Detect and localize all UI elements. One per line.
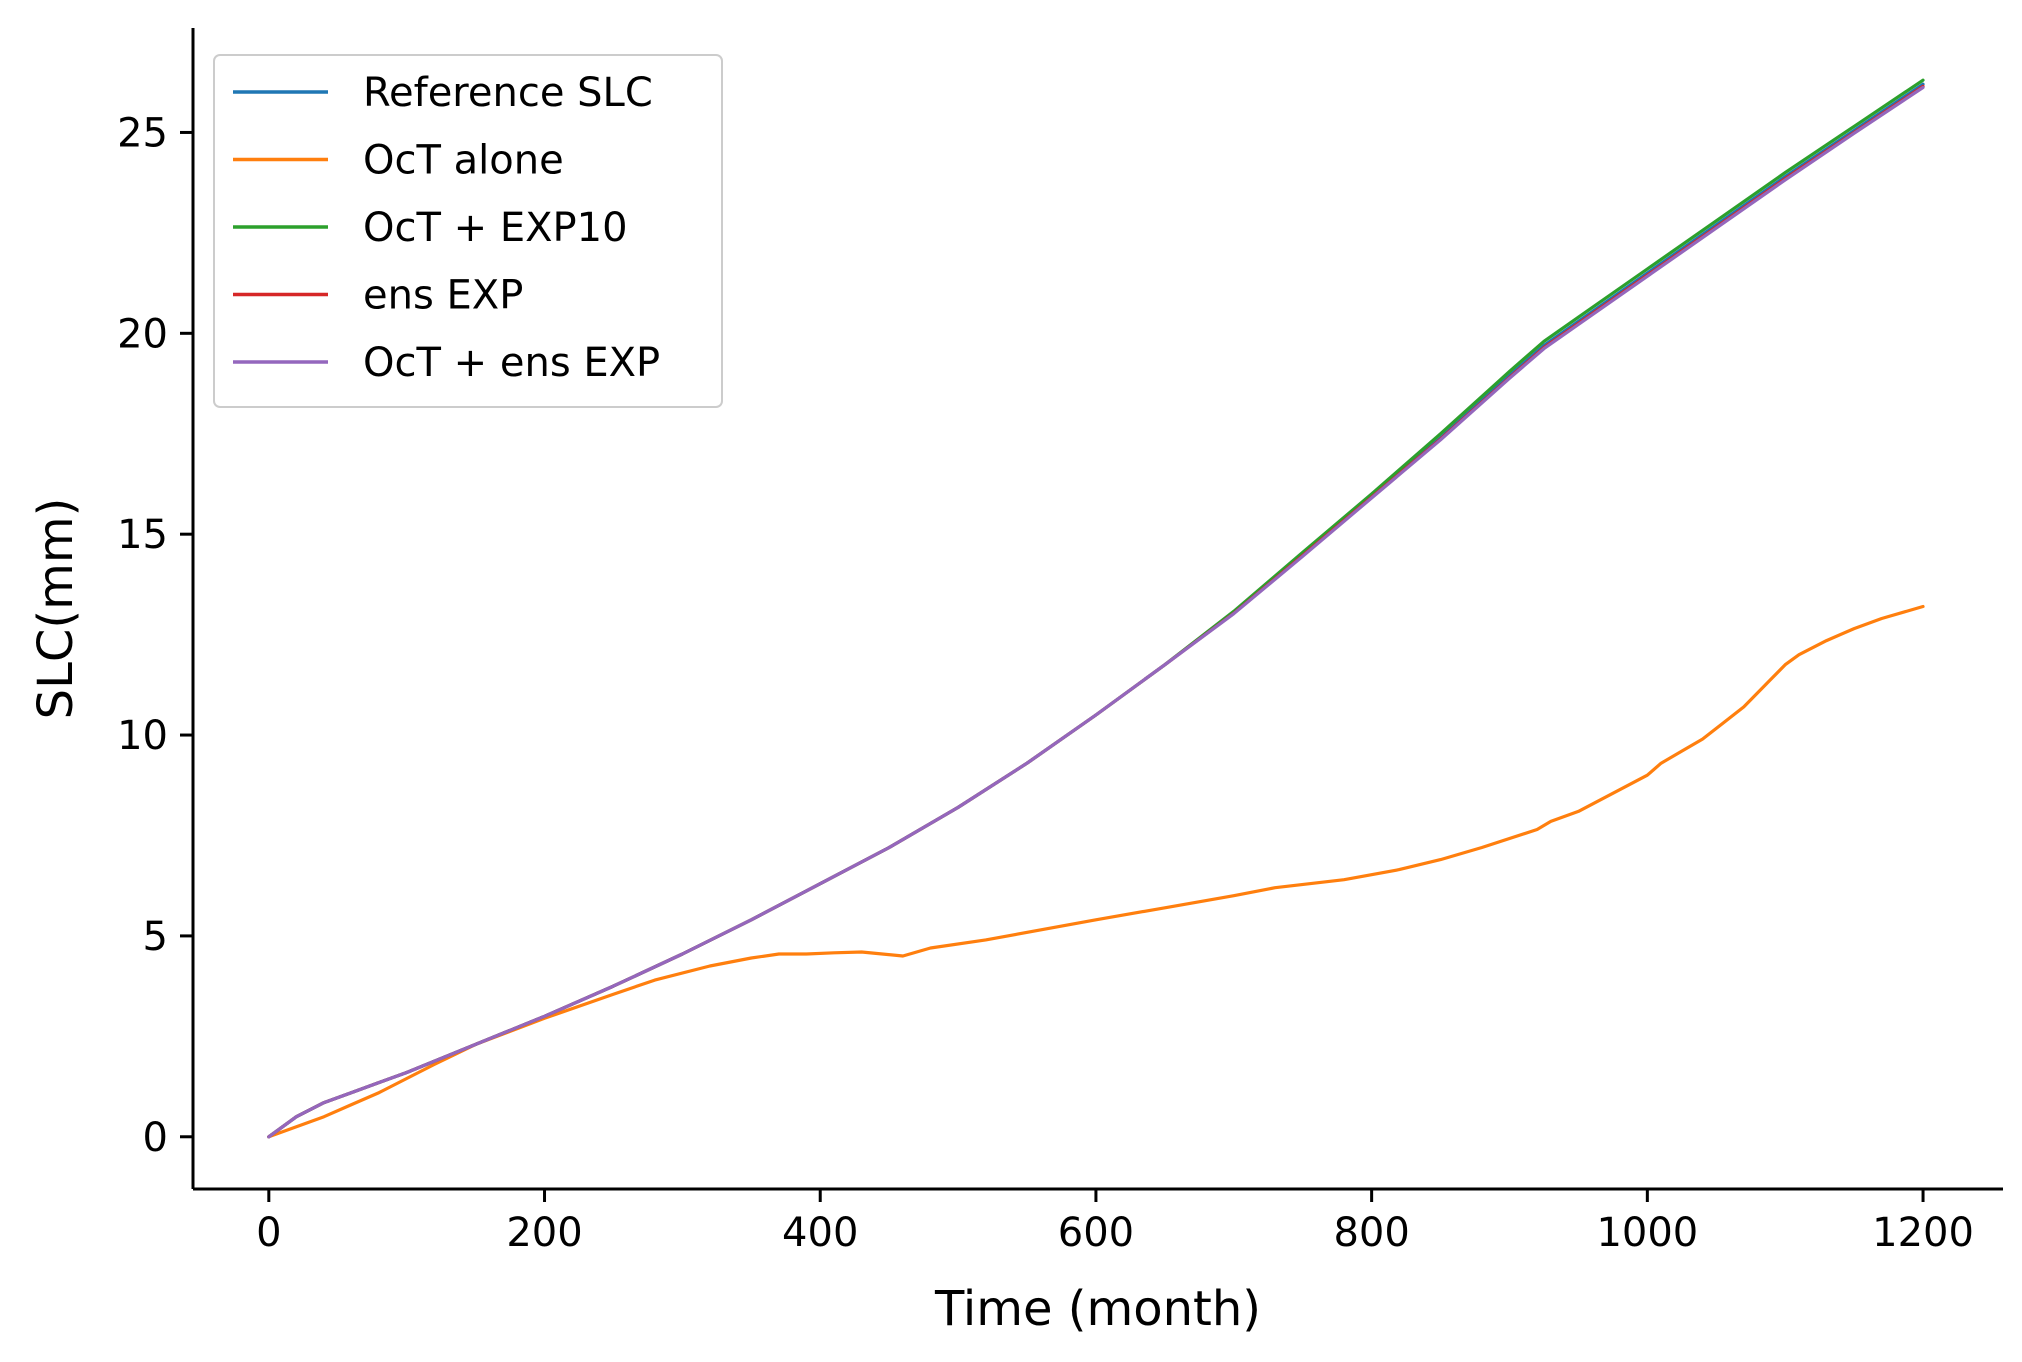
y-tick-label: 20 — [117, 311, 168, 357]
y-tick-label: 5 — [143, 914, 168, 960]
legend-label: OcT + ens EXP — [363, 340, 660, 386]
x-tick-label: 1000 — [1596, 1210, 1698, 1256]
x-tick-label: 600 — [1058, 1210, 1134, 1256]
legend-label: ens EXP — [363, 273, 523, 319]
series-line-oct-ens-exp — [267, 85, 1925, 1139]
y-axis-title: SLC(mm) — [28, 498, 84, 720]
legend-label: OcT alone — [363, 138, 564, 184]
y-tick-label: 0 — [143, 1115, 168, 1161]
y-tick-label: 15 — [117, 512, 168, 558]
x-tick-label: 1200 — [1872, 1210, 1974, 1256]
x-tick-label: 0 — [256, 1210, 281, 1256]
x-tick-label: 800 — [1333, 1210, 1409, 1256]
legend-label: OcT + EXP10 — [363, 205, 628, 251]
x-tick-label: 400 — [782, 1210, 858, 1256]
y-tick-label: 25 — [117, 110, 168, 156]
x-tick-label: 200 — [506, 1210, 582, 1256]
y-tick-label: 10 — [117, 713, 168, 759]
series-line-oct-alone — [267, 604, 1925, 1139]
tick-labels: 0 200 400 600 800 1000 1200 0 5 10 15 20 25 — [117, 110, 1974, 1256]
axes — [180, 28, 2003, 1202]
legend-label: Reference SLC — [363, 70, 653, 116]
x-axis-title: Time (month) — [934, 1281, 1261, 1337]
legend: Reference SLC OcT alone OcT + EXP10 ens EXP… — [213, 54, 723, 408]
legend-box — [213, 54, 723, 408]
series-lines — [267, 78, 1925, 1139]
